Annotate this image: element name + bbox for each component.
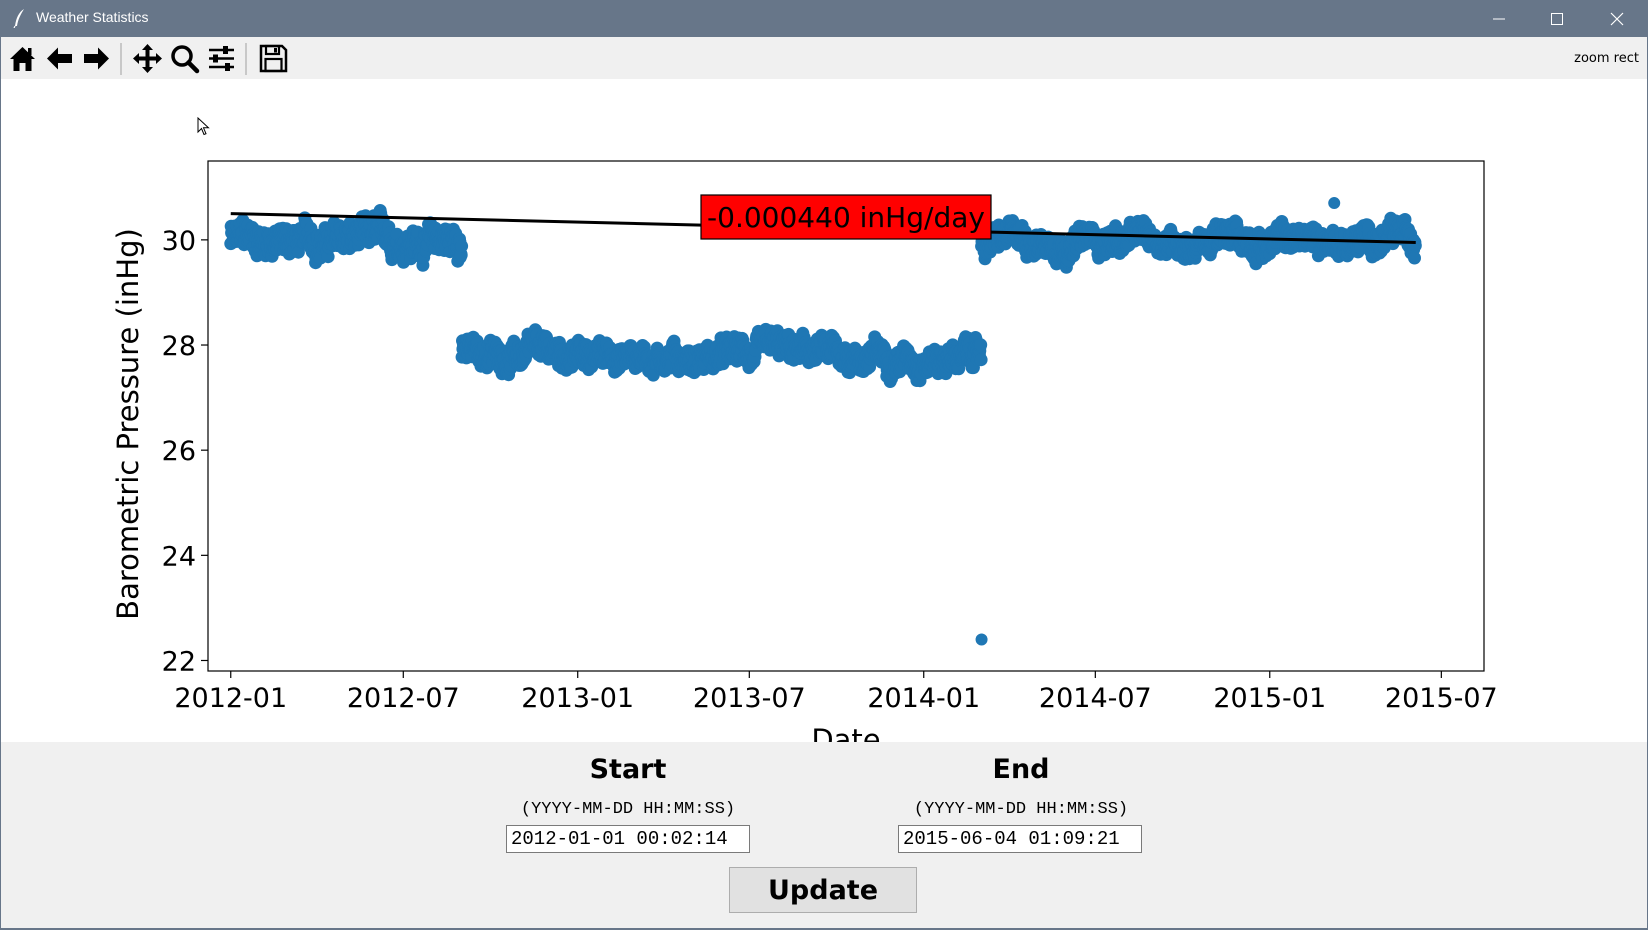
data-point: [974, 338, 988, 352]
data-point: [1408, 251, 1421, 265]
feather-icon: [13, 9, 24, 28]
x-tick-label: 2012-07: [347, 683, 460, 714]
magnifier-icon: [171, 45, 200, 74]
arrow-right-icon: [84, 47, 109, 70]
annotation-text: -0.000440 inHg/day: [707, 201, 985, 234]
x-axis-ticks: 2012-01 2012-07 2013-01 2013-07 2014-01 2014-…: [174, 671, 1498, 714]
maximize-button[interactable]: [1528, 0, 1586, 37]
axes-frame: [207, 160, 1485, 672]
minimize-button[interactable]: [1470, 0, 1528, 37]
y-tick-label: 22: [162, 646, 196, 677]
end-format-hint: (YYYY-MM-DD HH:MM:SS): [913, 800, 1129, 819]
close-button[interactable]: [1588, 0, 1646, 37]
x-axis-label: Date: [811, 723, 880, 742]
x-tick-label: 2012-01: [174, 683, 287, 714]
configure-subplots-button[interactable]: [205, 42, 238, 75]
update-button[interactable]: Update: [729, 867, 917, 913]
x-tick-label: 2015-07: [1385, 683, 1498, 714]
window-frame-bottom: [0, 928, 1648, 930]
maximize-icon: [1551, 13, 1563, 25]
minimize-icon: [1493, 18, 1505, 20]
y-tick-label: 26: [162, 436, 196, 467]
x-tick-label: 2013-01: [521, 683, 634, 714]
start-label: Start: [589, 754, 667, 785]
home-button[interactable]: [6, 42, 39, 75]
save-button[interactable]: [257, 42, 290, 75]
start-format-hint: (YYYY-MM-DD HH:MM:SS): [520, 800, 736, 819]
data-point: [455, 239, 469, 253]
date-range-controls: Start (YYYY-MM-DD HH:MM:SS) End (YYYY-MM…: [1, 742, 1647, 928]
y-tick-label: 28: [162, 331, 196, 362]
slope-annotation: -0.000440 inHg/day: [700, 194, 992, 240]
back-button[interactable]: [43, 42, 76, 75]
data-points: [224, 197, 1422, 646]
y-tick-label: 24: [162, 541, 196, 572]
move-icon: [133, 44, 162, 73]
floppy-disk-icon: [259, 44, 288, 73]
window-title: Weather Statistics: [36, 9, 149, 25]
data-point: [974, 353, 988, 367]
end-date-input[interactable]: [898, 825, 1142, 853]
scatter-chart: -0.000440 inHg/day 2012-01 2012-07 2013-01…: [111, 160, 1498, 742]
mouse-pointer-icon: [197, 117, 210, 136]
outlier-point: [975, 633, 988, 646]
zoom-button[interactable]: [168, 42, 201, 75]
plot-toolbar: zoom rect: [1, 37, 1647, 79]
forward-button[interactable]: [80, 42, 113, 75]
close-icon: [1610, 12, 1624, 26]
window-frame-left: [0, 37, 1, 930]
pan-button[interactable]: [131, 42, 164, 75]
arrow-left-icon: [47, 47, 72, 70]
toolbar-separator: [120, 43, 122, 75]
sliders-icon: [209, 46, 234, 71]
y-axis-ticks: 22 24 26 28 30: [162, 226, 208, 677]
end-label: End: [992, 754, 1050, 785]
x-tick-label: 2015-01: [1213, 683, 1326, 714]
annotation-box: [700, 194, 992, 240]
y-tick-label: 30: [162, 226, 196, 257]
toolbar-mode-label: zoom rect: [1574, 51, 1639, 66]
start-date-input[interactable]: [506, 825, 750, 853]
x-tick-label: 2013-07: [693, 683, 806, 714]
y-axis-label: Barometric Pressure (inHg): [111, 228, 145, 620]
x-tick-label: 2014-01: [867, 683, 980, 714]
plot-canvas[interactable]: -0.000440 inHg/day 2012-01 2012-07 2013-01…: [1, 79, 1647, 742]
outlier-point: [1328, 197, 1341, 210]
x-tick-label: 2014-07: [1039, 683, 1152, 714]
home-icon: [10, 47, 35, 71]
title-bar: Weather Statistics: [0, 0, 1648, 37]
toolbar-separator: [245, 43, 247, 75]
